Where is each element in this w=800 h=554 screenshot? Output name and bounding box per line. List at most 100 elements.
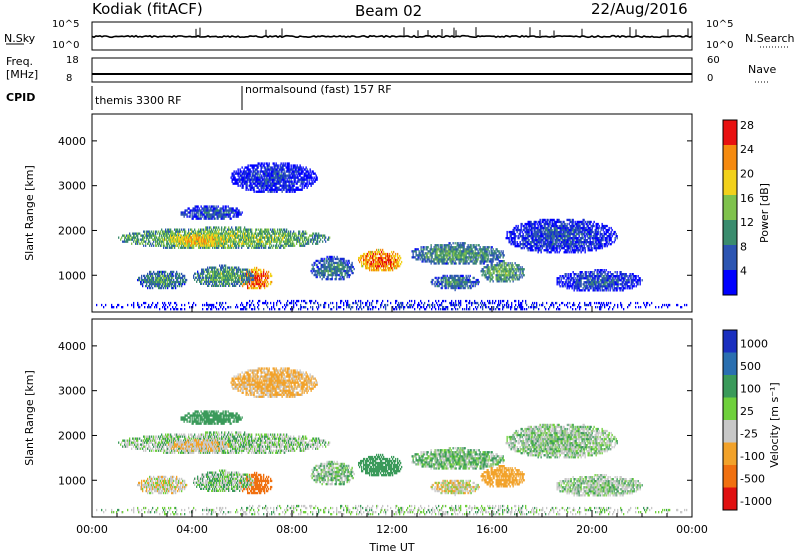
power-cell <box>206 240 208 243</box>
power-cell <box>387 265 389 268</box>
power-cell <box>300 244 302 247</box>
power-cell <box>212 238 214 241</box>
power-cell <box>333 271 335 275</box>
power-cell <box>423 256 425 259</box>
power-cell <box>543 218 545 222</box>
power-cell <box>231 226 233 229</box>
power-cell <box>484 272 486 275</box>
power-cell <box>440 250 442 253</box>
power-cell <box>574 220 576 224</box>
power-cell <box>202 238 204 241</box>
power-cell <box>452 246 454 249</box>
power-cell <box>241 280 243 284</box>
power-cell <box>224 238 226 241</box>
power-cell <box>449 252 451 255</box>
power-cell <box>546 232 548 236</box>
power-cell <box>560 245 562 248</box>
power-cell <box>463 244 465 247</box>
power-cell <box>580 243 582 246</box>
power-cell <box>188 240 190 243</box>
power-cell <box>170 270 172 274</box>
power-cell <box>261 270 263 274</box>
power-cell <box>460 256 462 259</box>
power-cell <box>377 260 379 264</box>
power-cell <box>459 258 461 261</box>
power-cell <box>549 220 551 224</box>
power-cell <box>508 230 510 234</box>
freq-frame <box>91 57 693 83</box>
power-cell <box>488 272 490 275</box>
power-cell <box>347 269 349 273</box>
power-cell <box>284 232 286 235</box>
power-cell <box>148 232 150 235</box>
power-cell <box>210 238 212 241</box>
power-cell <box>434 284 436 288</box>
power-cell <box>166 236 168 239</box>
power-cell <box>558 247 560 250</box>
power-cell <box>250 242 252 245</box>
power-cell <box>314 238 316 241</box>
power-cell <box>552 243 554 246</box>
power-cell <box>247 274 249 278</box>
power-cell <box>259 246 261 249</box>
power-cell <box>202 276 204 279</box>
power-cell <box>199 244 201 247</box>
power-cell <box>206 276 208 279</box>
power-cell <box>512 274 514 277</box>
power-cell <box>441 248 443 251</box>
power-cell <box>147 286 149 290</box>
power-cell <box>499 274 501 277</box>
power-cell <box>269 242 271 245</box>
power-cell <box>217 274 219 277</box>
power-cell <box>588 247 590 250</box>
power-cell <box>560 237 562 240</box>
power-cell <box>169 238 171 241</box>
power-cell <box>314 271 316 275</box>
power-cell <box>211 240 213 243</box>
power-cell <box>501 262 503 265</box>
power-cell <box>273 244 275 247</box>
power-cell <box>563 245 565 248</box>
power-cell <box>149 284 151 288</box>
power-cell <box>215 278 217 281</box>
power-cell <box>497 258 499 261</box>
power-cell <box>206 244 208 247</box>
power-cell <box>218 242 220 245</box>
power-cell <box>452 248 454 251</box>
power-cell <box>328 273 330 277</box>
power-cell <box>194 236 196 239</box>
power-cell <box>141 234 143 237</box>
power-cell <box>258 246 260 249</box>
power-cell <box>173 232 175 235</box>
power-cell <box>385 265 387 268</box>
power-cell <box>135 236 137 239</box>
power-cell <box>476 280 478 284</box>
power-cell <box>394 265 396 268</box>
power-cell <box>490 252 492 255</box>
power-cell <box>151 230 153 233</box>
power-cell <box>249 234 251 237</box>
power-cell <box>590 220 592 224</box>
power-cell <box>537 241 539 244</box>
power-cell <box>220 284 222 287</box>
power-cell <box>147 234 149 237</box>
power-cell <box>580 251 582 254</box>
power-cell <box>221 278 223 281</box>
power-cell <box>252 268 254 272</box>
power-cell <box>155 238 157 241</box>
power-cell <box>218 240 220 243</box>
power-cell <box>367 265 369 268</box>
power-cell <box>479 248 481 251</box>
power-cell <box>381 254 383 258</box>
power-cell <box>473 246 475 249</box>
power-cell <box>545 232 547 236</box>
power-cell <box>200 232 202 235</box>
power-cell <box>182 236 184 239</box>
power-cell <box>331 275 333 279</box>
power-cell <box>200 230 202 233</box>
power-cell <box>256 266 258 270</box>
power-cell <box>168 284 170 288</box>
power-cell <box>219 232 221 235</box>
power-cell <box>248 280 250 284</box>
power-cell <box>535 247 537 250</box>
